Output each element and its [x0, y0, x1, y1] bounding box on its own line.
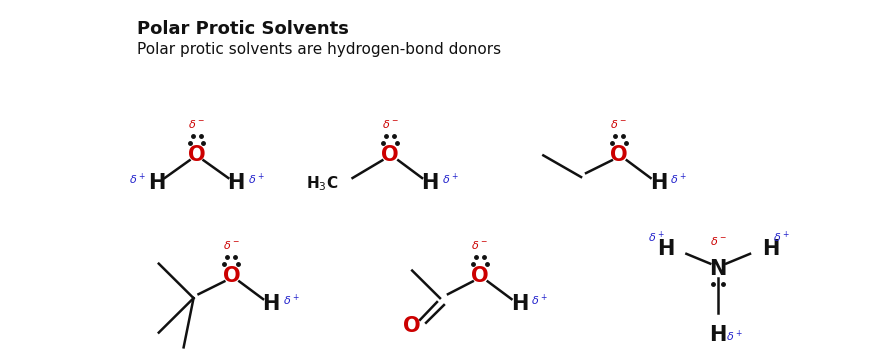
Text: $\delta^-$: $\delta^-$: [610, 118, 628, 130]
Text: H: H: [148, 173, 165, 193]
Text: Polar Protic Solvents: Polar Protic Solvents: [137, 20, 349, 39]
Text: H: H: [710, 325, 727, 345]
Text: H: H: [421, 173, 439, 193]
Text: $\delta^-$: $\delta^-$: [471, 239, 488, 251]
Text: O: O: [223, 266, 240, 286]
Text: H: H: [262, 294, 280, 314]
Text: H$_3$C: H$_3$C: [306, 175, 338, 193]
Text: O: O: [188, 145, 205, 165]
Text: O: O: [381, 145, 399, 165]
Text: H: H: [510, 294, 528, 314]
Text: O: O: [471, 266, 489, 286]
Text: N: N: [710, 258, 727, 279]
Text: Polar protic solvents are hydrogen-bond donors: Polar protic solvents are hydrogen-bond …: [137, 42, 501, 57]
Text: $\delta^-$: $\delta^-$: [188, 118, 205, 130]
Text: H: H: [762, 239, 780, 259]
Text: $\delta^-$: $\delta^-$: [710, 235, 726, 247]
Text: $\delta^+$: $\delta^+$: [282, 292, 299, 308]
Text: H: H: [650, 173, 667, 193]
Text: $\delta^+$: $\delta^+$: [128, 171, 145, 187]
Text: H: H: [657, 239, 675, 259]
Text: O: O: [610, 145, 628, 165]
Text: $\delta^+$: $\delta^+$: [649, 229, 665, 245]
Text: $\delta^-$: $\delta^-$: [382, 118, 399, 130]
Text: $\delta^+$: $\delta^+$: [248, 171, 265, 187]
Text: $\delta^+$: $\delta^+$: [773, 229, 790, 245]
Text: $\delta^-$: $\delta^-$: [223, 239, 239, 251]
Text: $\delta^+$: $\delta^+$: [725, 329, 742, 344]
Text: O: O: [403, 316, 421, 336]
Text: $\delta^+$: $\delta^+$: [670, 171, 687, 187]
Text: $\delta^+$: $\delta^+$: [441, 171, 458, 187]
Text: $\delta^+$: $\delta^+$: [531, 292, 548, 308]
Text: H: H: [227, 173, 245, 193]
